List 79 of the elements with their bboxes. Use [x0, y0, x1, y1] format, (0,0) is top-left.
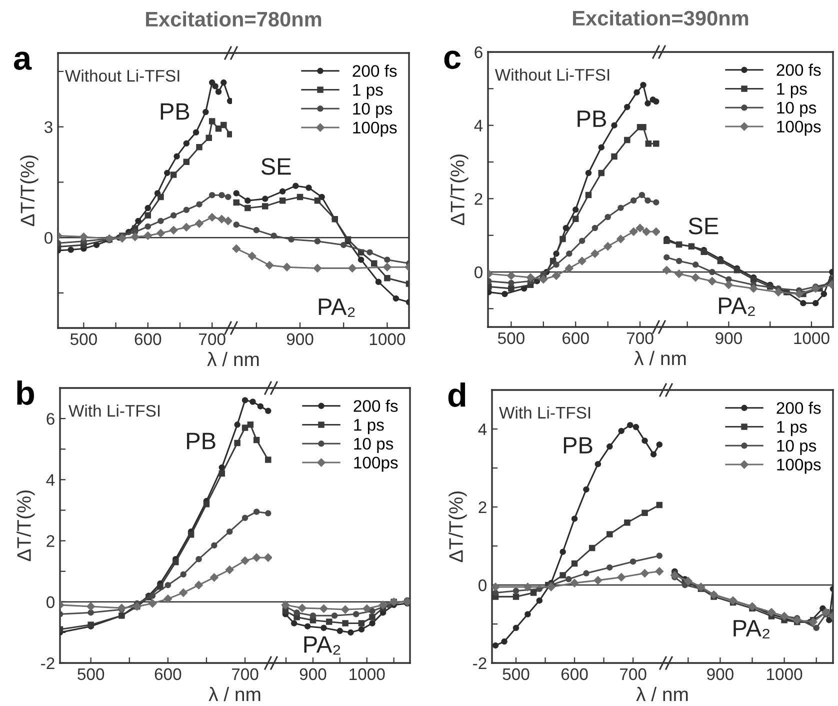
x-tick-label: 900 — [707, 668, 734, 680]
y-tick-label: 2 — [478, 501, 486, 514]
x-tick-label: 600 — [562, 332, 589, 344]
y-tick-label: 0 — [44, 232, 52, 244]
x-axis-title: λ / nm — [636, 686, 688, 702]
legend-label: 1 ps — [777, 421, 807, 436]
x-tick-label: 1000 — [767, 668, 802, 680]
y-tick-label: 0 — [46, 596, 54, 608]
annotation: PA₂ — [318, 298, 355, 317]
y-tick-label: 6 — [46, 412, 54, 425]
annotation: SE — [688, 218, 718, 234]
legend-label: 10 ps — [777, 440, 816, 455]
x-tick-label: 500 — [78, 668, 104, 680]
x-tick-label: 600 — [561, 668, 588, 680]
annotation: PB — [578, 110, 606, 127]
legend-label: 10 ps — [354, 438, 394, 453]
text: b — [17, 380, 34, 405]
chart-title: Excitation=780nm — [146, 11, 322, 27]
legend-label: 100ps — [354, 456, 398, 472]
y-axis-title: ΔT/T(%) — [16, 490, 35, 562]
annotation: PB — [160, 103, 190, 120]
annotation: SE — [261, 158, 291, 175]
x-axis-title: λ / nm — [634, 350, 686, 366]
y-tick-label: -2 — [473, 657, 486, 670]
legend-label: 200 fs — [354, 400, 398, 412]
legend-label: 10 ps — [777, 102, 816, 117]
legend-label: 1 ps — [777, 83, 807, 98]
x-axis-title: λ / nm — [207, 352, 259, 366]
text: c — [444, 50, 461, 69]
y-axis-title: ΔT/T(%) — [448, 492, 467, 562]
y-axis-title: ΔT/T(%) — [20, 156, 38, 226]
y-tick-label: 4 — [46, 474, 55, 486]
y-axis-title: ΔT/T(%) — [450, 154, 468, 226]
x-tick-label: 700 — [620, 668, 646, 680]
annotation: PA₂ — [719, 298, 755, 316]
legend-label: 200 fs — [776, 402, 821, 414]
x-tick-label: 600 — [134, 333, 162, 346]
x-tick-label: 700 — [199, 333, 226, 346]
x-tick-label: 500 — [70, 333, 97, 346]
y-tick-label: 0 — [478, 579, 486, 592]
chart-title: Excitation=390nm — [573, 10, 748, 26]
annotation: Without Li-TFSI — [494, 68, 610, 81]
y-tick-label: 4 — [478, 424, 487, 436]
x-tick-label: 600 — [154, 668, 182, 680]
annotation: PB — [564, 437, 592, 454]
annotation: With Li-TFSI — [68, 404, 160, 417]
y-tick-label: 2 — [474, 193, 482, 205]
x-tick-label: 700 — [232, 668, 258, 680]
x-tick-label: 900 — [286, 333, 314, 346]
y-tick-label: 4 — [474, 120, 483, 132]
legend-label: 100ps — [353, 122, 397, 137]
x-tick-label: 900 — [716, 332, 742, 344]
x-axis-title: λ / nm — [208, 686, 260, 702]
legend-label: 1 ps — [353, 84, 383, 100]
x-tick-label: 500 — [498, 332, 524, 344]
y-tick-label: 3 — [44, 121, 52, 134]
x-tick-label: 700 — [626, 332, 654, 344]
legend-label: 10 ps — [353, 102, 392, 118]
x-tick-label: 1000 — [370, 333, 406, 346]
legend-label: 1 ps — [354, 419, 384, 434]
annotation: Without Li-TFSI — [65, 70, 180, 82]
legend-label: 200 fs — [776, 64, 821, 76]
annotation: PA₂ — [304, 636, 340, 655]
text: d — [448, 382, 466, 407]
annotation: PB — [187, 432, 216, 450]
x-tick-label: 1000 — [350, 668, 385, 680]
text: a — [14, 52, 32, 70]
legend-label: 200 fs — [352, 64, 397, 77]
x-tick-label: 1000 — [794, 332, 830, 344]
x-tick-label: 500 — [502, 668, 530, 680]
y-tick-label: 0 — [474, 266, 482, 278]
legend-label: 100ps — [777, 120, 821, 136]
y-tick-label: 2 — [46, 535, 54, 547]
y-tick-label: -2 — [41, 657, 54, 670]
annotation: With Li-TFSI — [499, 406, 590, 419]
y-tick-label: 6 — [474, 46, 482, 58]
legend-label: 100ps — [777, 458, 821, 474]
x-tick-label: 900 — [300, 668, 326, 680]
annotation: PA₂ — [734, 620, 770, 638]
